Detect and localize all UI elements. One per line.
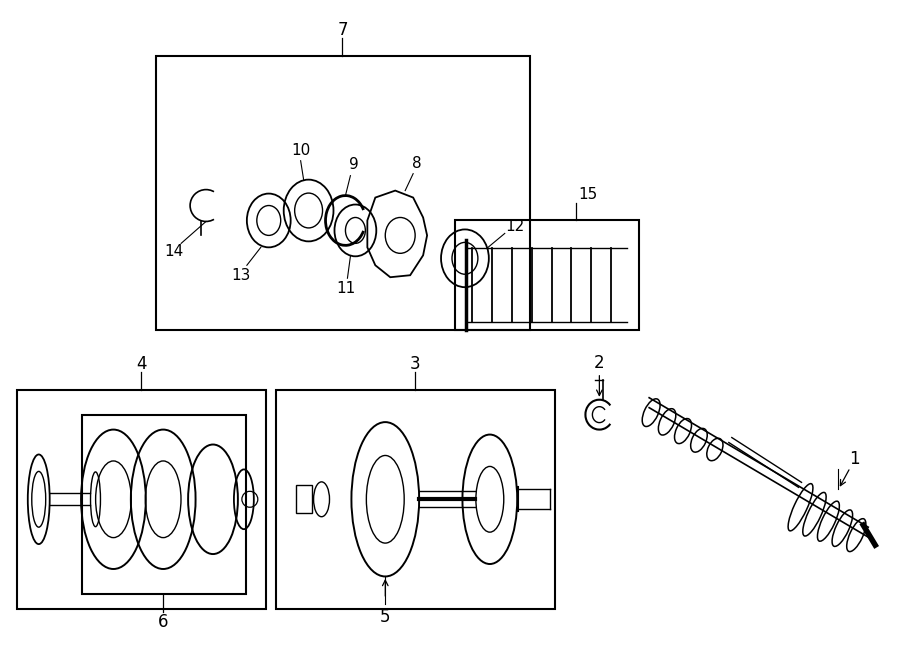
Bar — [455, 221, 639, 330]
Text: 11: 11 — [336, 281, 356, 295]
Text: 10: 10 — [291, 143, 310, 158]
Text: 14: 14 — [165, 244, 184, 259]
Text: 8: 8 — [412, 156, 422, 171]
Text: 12: 12 — [505, 219, 525, 234]
Bar — [82, 414, 246, 594]
Bar — [157, 56, 530, 330]
Text: 4: 4 — [136, 355, 147, 373]
Bar — [296, 485, 311, 513]
Text: 5: 5 — [380, 608, 391, 626]
Text: 2: 2 — [594, 354, 605, 372]
Text: 15: 15 — [579, 187, 598, 202]
Bar — [275, 390, 554, 609]
Text: 6: 6 — [158, 613, 168, 631]
Text: 3: 3 — [410, 355, 420, 373]
Text: 7: 7 — [338, 21, 347, 39]
Bar — [17, 390, 266, 609]
Text: 9: 9 — [348, 157, 358, 173]
Text: 13: 13 — [231, 268, 250, 283]
Text: 1: 1 — [849, 450, 859, 469]
